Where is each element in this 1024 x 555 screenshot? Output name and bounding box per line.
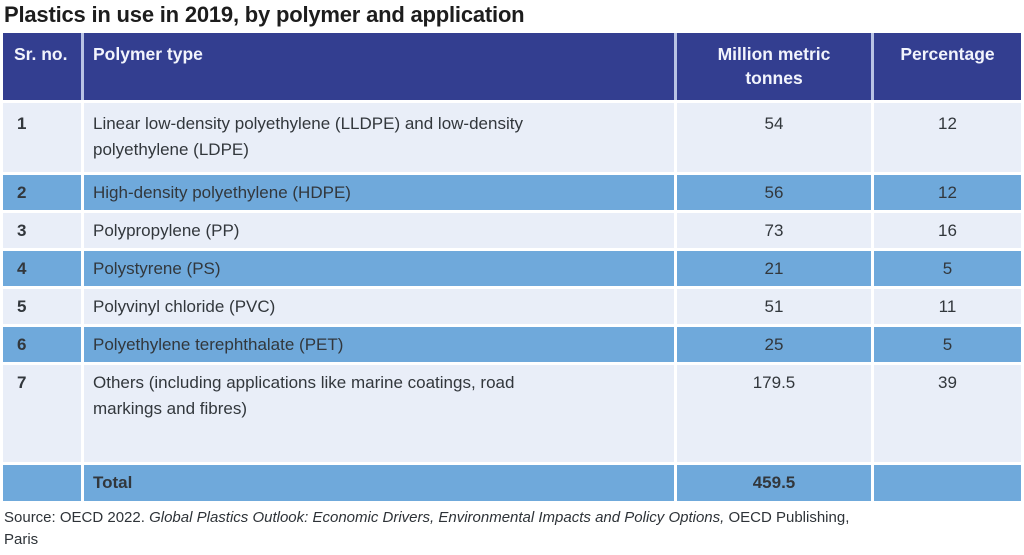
data-table: Sr. no. Polymer type Million metric tonn…	[3, 33, 1021, 501]
cell-percentage: 11	[874, 289, 1021, 324]
page-title: Plastics in use in 2019, by polymer and …	[4, 2, 525, 27]
cell-polymer: Linear low-density polyethylene (LLDPE) …	[84, 103, 674, 172]
source-note: Source: OECD 2022. Global Plastics Outlo…	[3, 507, 875, 551]
header-cell-polymer-type: Polymer type	[84, 33, 674, 100]
table-row: 4 Polystyrene (PS) 21 5	[3, 251, 1021, 286]
cell-sr-no: 7	[3, 365, 81, 462]
cell-percentage: 12	[874, 103, 1021, 172]
table-row: 2 High-density polyethylene (HDPE) 56 12	[3, 175, 1021, 210]
total-row: Total 459.5	[3, 465, 1021, 501]
cell-sr-no: 6	[3, 327, 81, 362]
cell-polymer-text: Polyvinyl chloride (PVC)	[93, 297, 276, 316]
cell-sr-no: 4	[3, 251, 81, 286]
cell-polymer-text: Others (including applications like mari…	[93, 373, 515, 418]
cell-sr-no: 3	[3, 213, 81, 248]
total-cell-empty-percentage	[874, 465, 1021, 501]
total-cell-empty-sr	[3, 465, 81, 501]
cell-tonnes: 56	[677, 175, 871, 210]
header-cell-percentage: Percentage	[874, 33, 1021, 100]
cell-polymer-text: Polystyrene (PS)	[93, 259, 221, 278]
header-cell-tonnes-label: Million metric tonnes	[717, 44, 831, 88]
table-row: 7 Others (including applications like ma…	[3, 365, 1021, 462]
source-publication-title: Global Plastics Outlook: Economic Driver…	[149, 509, 725, 526]
cell-tonnes: 179.5	[677, 365, 871, 462]
table-row: 5 Polyvinyl chloride (PVC) 51 11	[3, 289, 1021, 324]
table-row: 3 Polypropylene (PP) 73 16	[3, 213, 1021, 248]
cell-polymer: Polyvinyl chloride (PVC)	[84, 289, 674, 324]
cell-sr-no: 2	[3, 175, 81, 210]
cell-sr-no: 1	[3, 103, 81, 172]
cell-polymer: Others (including applications like mari…	[84, 365, 674, 462]
cell-polymer-text: Linear low-density polyethylene (LLDPE) …	[93, 114, 523, 159]
cell-tonnes: 54	[677, 103, 871, 172]
cell-polymer-text: Polyethylene terephthalate (PET)	[93, 335, 344, 354]
cell-tonnes: 21	[677, 251, 871, 286]
cell-percentage: 5	[874, 327, 1021, 362]
cell-sr-no: 5	[3, 289, 81, 324]
header-cell-tonnes: Million metric tonnes	[677, 33, 871, 100]
table-row: 6 Polyethylene terephthalate (PET) 25 5	[3, 327, 1021, 362]
cell-polymer: Polypropylene (PP)	[84, 213, 674, 248]
cell-percentage: 5	[874, 251, 1021, 286]
cell-polymer: Polystyrene (PS)	[84, 251, 674, 286]
source-suffix: OECD Publishing, Paris	[4, 509, 850, 548]
cell-percentage: 16	[874, 213, 1021, 248]
total-tonnes: 459.5	[677, 465, 871, 501]
cell-tonnes: 51	[677, 289, 871, 324]
table-row: 1 Linear low-density polyethylene (LLDPE…	[3, 103, 1021, 172]
cell-percentage: 12	[874, 175, 1021, 210]
cell-polymer-text: Polypropylene (PP)	[93, 221, 240, 240]
cell-polymer: Polyethylene terephthalate (PET)	[84, 327, 674, 362]
source-prefix: Source: OECD 2022.	[4, 509, 150, 526]
cell-polymer: High-density polyethylene (HDPE)	[84, 175, 674, 210]
cell-tonnes: 73	[677, 213, 871, 248]
total-label: Total	[84, 465, 674, 501]
header-row: Sr. no. Polymer type Million metric tonn…	[3, 33, 1021, 100]
cell-percentage: 39	[874, 365, 1021, 462]
cell-polymer-text: High-density polyethylene (HDPE)	[93, 183, 351, 202]
header-cell-sr-no: Sr. no.	[3, 33, 81, 100]
cell-tonnes: 25	[677, 327, 871, 362]
